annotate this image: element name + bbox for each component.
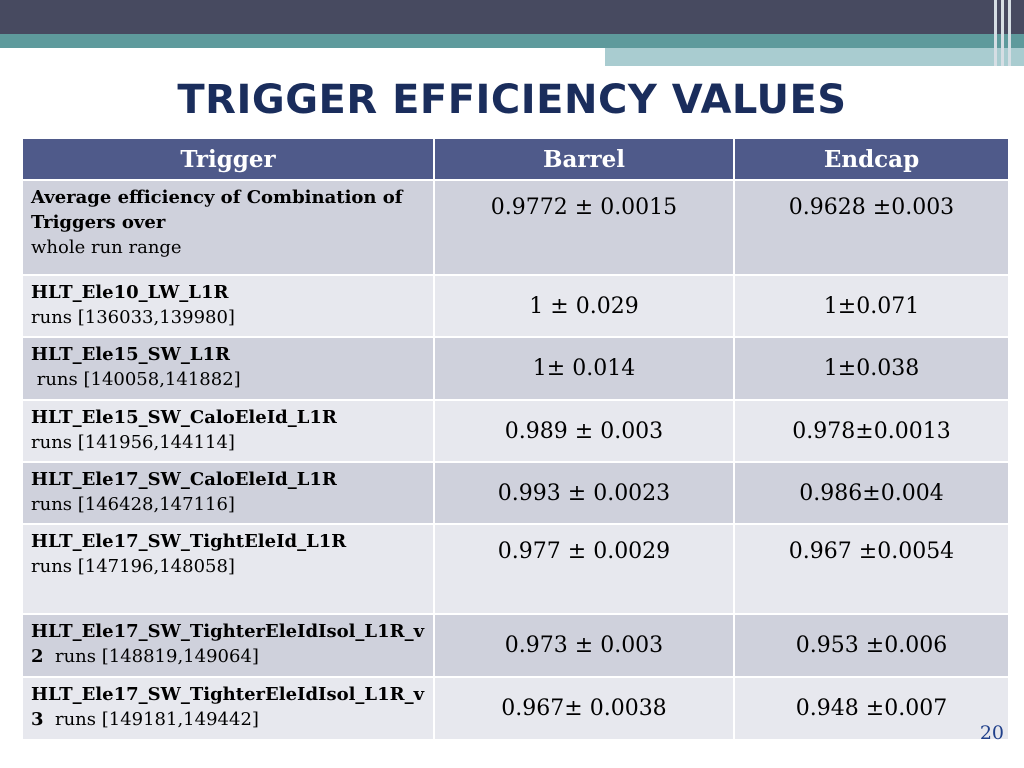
barrel-value: 0.989 ± 0.003 <box>433 399 735 463</box>
table-row: HLT_Ele17_SW_TightEleId_L1R runs [147196… <box>21 523 1010 615</box>
header-barrel: Barrel <box>433 137 735 181</box>
trigger-cell: HLT_Ele10_LW_L1R runs [136033,139980] <box>21 274 435 338</box>
slide-title: TRIGGER EFFICIENCY VALUES <box>177 77 847 123</box>
barrel-value: 0.993 ± 0.0023 <box>433 461 735 525</box>
top-banner <box>0 0 1024 34</box>
endcap-value: 0.953 ±0.006 <box>733 613 1010 678</box>
trigger-name: HLT_Ele17_SW_TighterEleIdIsol_L1R_v2 <box>31 621 425 667</box>
endcap-value: 1±0.071 <box>733 274 1010 338</box>
trigger-name: HLT_Ele17_SW_TighterEleIdIsol_L1R_v3 <box>31 684 425 730</box>
trigger-name: HLT_Ele15_SW_CaloEleId_L1R <box>31 407 337 428</box>
trigger-desc: runs [136033,139980] <box>31 307 235 328</box>
endcap-value: 0.986±0.004 <box>733 461 1010 525</box>
page-number: 20 <box>979 722 1004 744</box>
table-row: HLT_Ele10_LW_L1R runs [136033,139980] 1 … <box>21 274 1010 338</box>
barrel-value: 0.973 ± 0.003 <box>433 613 735 678</box>
table-row: HLT_Ele17_SW_CaloEleId_L1R runs [146428,… <box>21 461 1010 525</box>
trigger-cell: HLT_Ele15_SW_L1R runs [140058,141882] <box>21 336 435 401</box>
endcap-value: 1±0.038 <box>733 336 1010 401</box>
trigger-desc: whole run range <box>31 237 182 258</box>
barrel-value: 0.977 ± 0.0029 <box>433 523 735 615</box>
trigger-name: HLT_Ele17_SW_TightEleId_L1R <box>31 531 347 552</box>
trigger-desc: runs [140058,141882] <box>31 369 241 390</box>
efficiency-table: Trigger Barrel Endcap Average efficiency… <box>21 137 1010 741</box>
trigger-cell: HLT_Ele17_SW_TightEleId_L1R runs [147196… <box>21 523 435 615</box>
trigger-cell: HLT_Ele17_SW_TighterEleIdIsol_L1R_v3 run… <box>21 676 435 741</box>
trigger-cell: HLT_Ele17_SW_CaloEleId_L1R runs [146428,… <box>21 461 435 525</box>
trigger-desc: runs [147196,148058] <box>31 556 235 577</box>
trigger-cell: HLT_Ele15_SW_CaloEleId_L1R runs [141956,… <box>21 399 435 463</box>
barrel-value: 1± 0.014 <box>433 336 735 401</box>
trigger-desc: runs [146428,147116] <box>31 494 235 515</box>
trigger-cell: Average efficiency of Combination of Tri… <box>21 179 435 276</box>
table-row: Average efficiency of Combination of Tri… <box>21 179 1010 276</box>
barrel-value: 0.967± 0.0038 <box>433 676 735 741</box>
endcap-value: 0.967 ±0.0054 <box>733 523 1010 615</box>
trigger-name: Average efficiency of Combination of Tri… <box>31 187 403 233</box>
trigger-desc: runs [149181,149442] <box>43 709 259 730</box>
table-row: HLT_Ele17_SW_TighterEleIdIsol_L1R_v2 run… <box>21 613 1010 678</box>
header-endcap: Endcap <box>733 137 1010 181</box>
endcap-value: 0.948 ±0.007 <box>733 676 1010 741</box>
header-trigger: Trigger <box>21 137 435 181</box>
endcap-value: 0.978±0.0013 <box>733 399 1010 463</box>
table-row: HLT_Ele15_SW_L1R runs [140058,141882] 1±… <box>21 336 1010 401</box>
endcap-value: 0.9628 ±0.003 <box>733 179 1010 276</box>
trigger-name: HLT_Ele15_SW_L1R <box>31 344 231 365</box>
white-stripe <box>0 48 605 66</box>
barrel-value: 1 ± 0.029 <box>433 274 735 338</box>
barrel-value: 0.9772 ± 0.0015 <box>433 179 735 276</box>
trigger-cell: HLT_Ele17_SW_TighterEleIdIsol_L1R_v2 run… <box>21 613 435 678</box>
table-row: HLT_Ele17_SW_TighterEleIdIsol_L1R_v3 run… <box>21 676 1010 741</box>
teal-stripe <box>0 34 1024 48</box>
trigger-desc: runs [141956,144114] <box>31 432 235 453</box>
table-row: HLT_Ele15_SW_CaloEleId_L1R runs [141956,… <box>21 399 1010 463</box>
trigger-name: HLT_Ele10_LW_L1R <box>31 282 229 303</box>
trigger-name: HLT_Ele17_SW_CaloEleId_L1R <box>31 469 337 490</box>
decorative-lines <box>992 0 1024 66</box>
trigger-desc: runs [148819,149064] <box>43 646 259 667</box>
